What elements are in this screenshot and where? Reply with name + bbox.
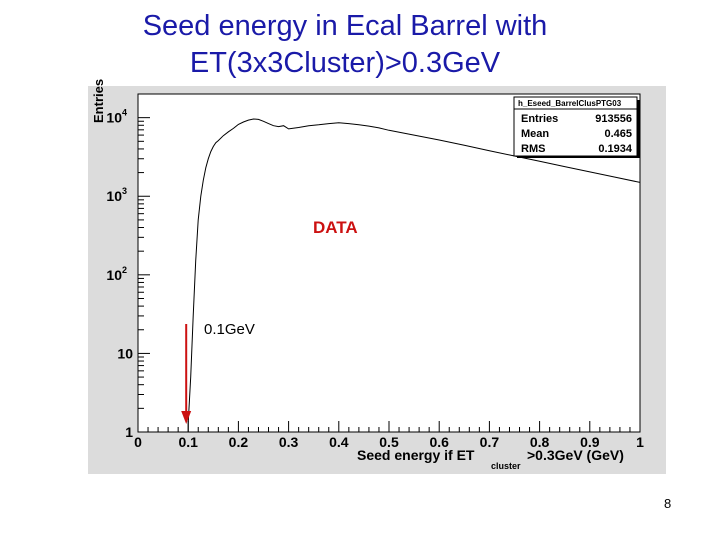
x-tick-label: 0.4 [329, 434, 349, 450]
y-tick-label: 1 [125, 424, 133, 440]
y-minor-ticks [138, 93, 144, 409]
x-tick-label: 0 [134, 434, 142, 450]
slide-title-line-1: Seed energy in Ecal Barrel with [142, 10, 548, 42]
y-axis-label: Entries [91, 79, 106, 123]
x-tick-label: 0.8 [530, 434, 550, 450]
x-tick-label: 0.7 [480, 434, 500, 450]
threshold-arrow-head [181, 411, 192, 424]
stats-mean-value: 0.465 [604, 128, 632, 140]
stats-rms-value: 0.1934 [598, 143, 633, 155]
slide-title-line-2: ET(3x3Cluster)>0.3GeV [189, 47, 501, 79]
y-tick-label: 104 [106, 108, 127, 126]
x-axis-label-main: Seed energy if ET [357, 447, 475, 463]
stats-box: h_Eseed_BarrelClusPTG03 Entries 913556 M… [513, 96, 640, 158]
stats-box-shadow-right [637, 100, 640, 158]
threshold-arrow [181, 324, 192, 424]
stats-rms-label: RMS [521, 143, 545, 155]
y-tick-label: 10 [117, 345, 133, 361]
x-tick-label: 0.3 [279, 434, 299, 450]
x-tick-label: 0.6 [429, 434, 449, 450]
stats-mean-label: Mean [521, 128, 549, 140]
stats-box-title: h_Eseed_BarrelClusPTG03 [518, 99, 622, 108]
x-axis-label: Seed energy if ET cluster >0.3GeV (GeV) [357, 447, 624, 471]
stats-box-frame [513, 96, 638, 157]
slide-title: Seed energy in Ecal Barrel with ET(3x3Cl… [0, 8, 690, 82]
data-label: DATA [313, 218, 358, 237]
x-tick-label: 1 [636, 434, 644, 450]
x-tick-label: 0.5 [379, 434, 399, 450]
x-tick-label: 0.2 [229, 434, 249, 450]
threshold-label: 0.1GeV [204, 321, 255, 338]
x-axis-label-suffix: >0.3GeV (GeV) [527, 447, 624, 463]
histogram-line [187, 118, 641, 432]
stats-box-shadow-bottom [517, 156, 640, 158]
slide-number: 8 [664, 496, 672, 511]
x-tick-label: 0.1 [178, 434, 198, 450]
x-axis-ticks: 0 0.1 0.2 0.3 0.4 0.5 0.6 0.7 0.8 0.9 1 [134, 421, 644, 450]
y-tick-label: 102 [106, 265, 127, 283]
y-tick-label: 103 [106, 186, 127, 204]
stats-entries-value: 913556 [595, 113, 632, 125]
x-axis-label-subscript: cluster [491, 461, 521, 471]
x-tick-label: 0.9 [580, 434, 600, 450]
stats-entries-label: Entries [521, 113, 558, 125]
y-axis-ticks: 1 10 102 103 104 [106, 108, 150, 440]
